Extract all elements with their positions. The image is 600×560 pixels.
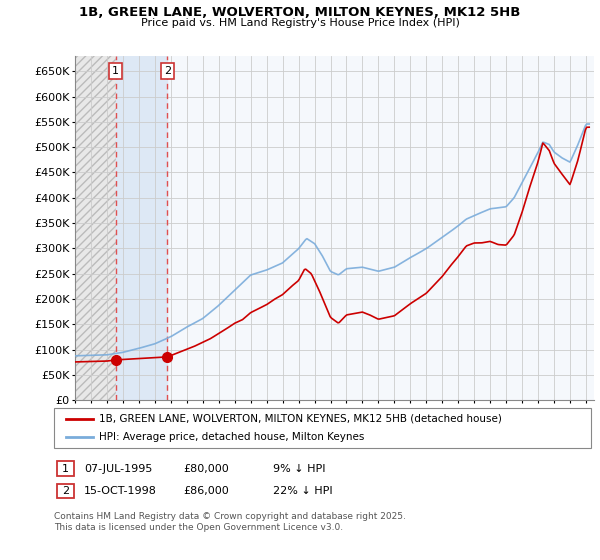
Text: 2: 2	[62, 486, 69, 496]
Text: Contains HM Land Registry data © Crown copyright and database right 2025.
This d: Contains HM Land Registry data © Crown c…	[54, 512, 406, 532]
Text: HPI: Average price, detached house, Milton Keynes: HPI: Average price, detached house, Milt…	[99, 432, 364, 442]
Text: 9% ↓ HPI: 9% ↓ HPI	[273, 464, 325, 474]
Text: 2: 2	[164, 66, 171, 76]
Text: 1B, GREEN LANE, WOLVERTON, MILTON KEYNES, MK12 5HB (detached house): 1B, GREEN LANE, WOLVERTON, MILTON KEYNES…	[99, 414, 502, 424]
Text: 1: 1	[112, 66, 119, 76]
Text: 1: 1	[62, 464, 69, 474]
Text: £80,000: £80,000	[183, 464, 229, 474]
Text: £86,000: £86,000	[183, 486, 229, 496]
Text: Price paid vs. HM Land Registry's House Price Index (HPI): Price paid vs. HM Land Registry's House …	[140, 18, 460, 28]
Text: 1B, GREEN LANE, WOLVERTON, MILTON KEYNES, MK12 5HB: 1B, GREEN LANE, WOLVERTON, MILTON KEYNES…	[79, 6, 521, 18]
Text: 07-JUL-1995: 07-JUL-1995	[84, 464, 152, 474]
Text: 22% ↓ HPI: 22% ↓ HPI	[273, 486, 332, 496]
Text: 15-OCT-1998: 15-OCT-1998	[84, 486, 157, 496]
